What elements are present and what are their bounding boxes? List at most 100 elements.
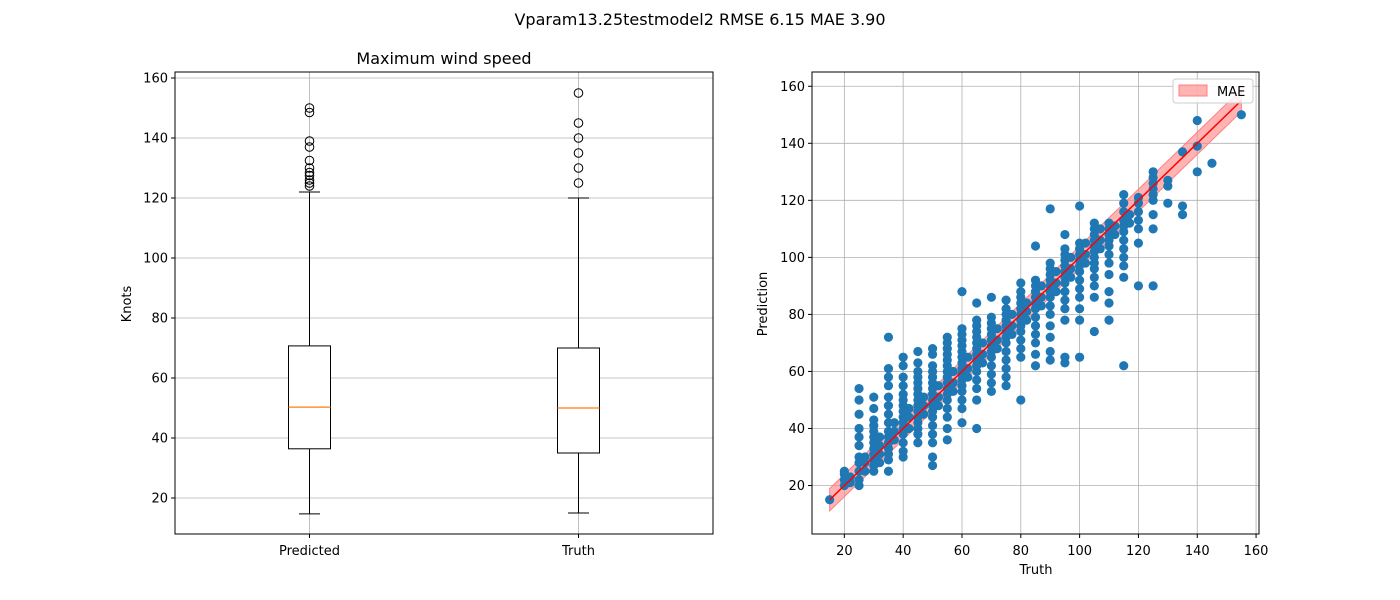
scatter-point	[972, 423, 982, 434]
boxplot-panel: Maximum wind speed Knots 20 40 60 80 100 120 1…	[120, 49, 714, 559]
outlier-point	[573, 178, 584, 188]
scatter-point	[963, 363, 973, 374]
scatter-point	[972, 395, 982, 405]
x-tick-label: 160	[1244, 544, 1269, 559]
scatter-point	[1007, 309, 1017, 320]
scatter-point	[957, 395, 967, 405]
outlier-point	[304, 170, 315, 181]
scatter-point	[1001, 355, 1011, 365]
scatter-point	[986, 292, 996, 302]
scatter-point	[1110, 229, 1120, 240]
scatter-point	[1030, 275, 1041, 285]
scatter-point	[1022, 315, 1032, 325]
scatter-point	[898, 352, 908, 362]
scatter-point	[889, 435, 899, 445]
scatter-point	[1119, 244, 1129, 254]
scatter-point	[1051, 278, 1061, 288]
scatter-point	[957, 324, 967, 334]
scatter-points	[825, 110, 1246, 505]
scatter-point	[1104, 286, 1114, 297]
scatter-point	[1060, 244, 1070, 254]
scatter-point	[898, 372, 908, 382]
scatter-point	[889, 418, 899, 428]
scatter-point	[1007, 329, 1017, 339]
scatter-point	[1030, 321, 1041, 331]
scatter-point	[1119, 361, 1129, 371]
y-tick-label: 160	[143, 72, 168, 87]
x-tick-label: Truth	[561, 544, 595, 559]
boxplot-grid	[175, 72, 713, 534]
scatter-point	[1192, 115, 1202, 126]
x-tick-label: 100	[1067, 544, 1092, 559]
box-iqr	[557, 347, 600, 454]
scatter-point	[1001, 346, 1011, 357]
scatter-point	[927, 344, 938, 354]
scatter-point	[1148, 224, 1158, 234]
scatter-point	[869, 403, 879, 414]
scatter-point	[948, 378, 958, 388]
scatter-point	[839, 466, 849, 476]
scatter-point	[860, 452, 870, 462]
fit-line-segment	[829, 99, 1242, 501]
y-tick-label: 100	[143, 252, 168, 267]
scatter-point	[904, 403, 914, 414]
boxplot-marks	[288, 88, 600, 515]
scatter-point	[1045, 309, 1055, 320]
scatter-point	[963, 372, 973, 382]
scatter-point	[854, 395, 864, 405]
scatter-point	[1119, 235, 1129, 245]
boxplot-axes-frame	[174, 71, 714, 535]
scatter-point	[992, 344, 1002, 354]
scatter-point	[1036, 301, 1046, 311]
scatter-point	[1075, 275, 1085, 285]
scatter-point	[1125, 209, 1135, 220]
scatter-point	[1036, 281, 1046, 291]
scatter-point	[883, 372, 894, 382]
scatter-point	[1001, 304, 1011, 314]
scatter-point	[927, 421, 938, 431]
scatter-point	[1133, 238, 1144, 248]
scatter-point	[913, 346, 923, 357]
scatter-point	[1022, 306, 1032, 317]
scatter-point	[869, 415, 879, 425]
scatter-point	[854, 423, 864, 434]
scatter-point	[986, 312, 996, 322]
y-tick-label: 120	[780, 194, 805, 209]
scatter-point	[875, 458, 885, 468]
scatter-point	[1016, 395, 1026, 405]
y-tick-label: 20	[788, 479, 805, 494]
scatter-point	[1119, 252, 1129, 262]
outlier-point	[304, 155, 315, 166]
scatter-point	[927, 452, 938, 462]
scatter-point	[1119, 198, 1129, 208]
outlier-point	[304, 103, 315, 113]
boxplot-y-axis-label: Knots	[120, 285, 135, 322]
scatter-point	[1080, 258, 1091, 268]
scatter-ticks: 20 40 60 80 100 120 140 160 20 40 60 80 100 120 140 160	[780, 80, 1268, 559]
outlier-point	[304, 167, 315, 178]
scatter-point	[1030, 349, 1041, 359]
scatter-point	[1207, 158, 1217, 168]
scatter-point	[919, 392, 929, 402]
scatter-point	[1089, 218, 1099, 228]
scatter-point	[854, 409, 864, 419]
scatter-axes-frame	[811, 71, 1260, 535]
scatter-point	[1089, 272, 1099, 282]
scatter-point	[898, 389, 908, 399]
scatter-panel: Truth Prediction 20 40 60 80 100 120 140 160 20 4…	[756, 71, 1268, 578]
scatter-point	[957, 418, 967, 428]
scatter-point	[942, 332, 952, 342]
scatter-point	[977, 349, 988, 359]
scatter-point	[927, 438, 938, 448]
scatter-point	[1110, 221, 1120, 231]
scatter-point	[1075, 315, 1085, 325]
legend-label-mae: MAE	[1217, 85, 1245, 100]
scatter-point	[933, 392, 944, 402]
scatter-point	[1075, 292, 1085, 302]
scatter-point	[1016, 344, 1026, 354]
scatter-point	[933, 381, 944, 391]
scatter-point	[1016, 352, 1026, 362]
scatter-point	[1075, 284, 1085, 294]
scatter-point	[1066, 264, 1076, 274]
scatter-point	[1001, 295, 1011, 305]
